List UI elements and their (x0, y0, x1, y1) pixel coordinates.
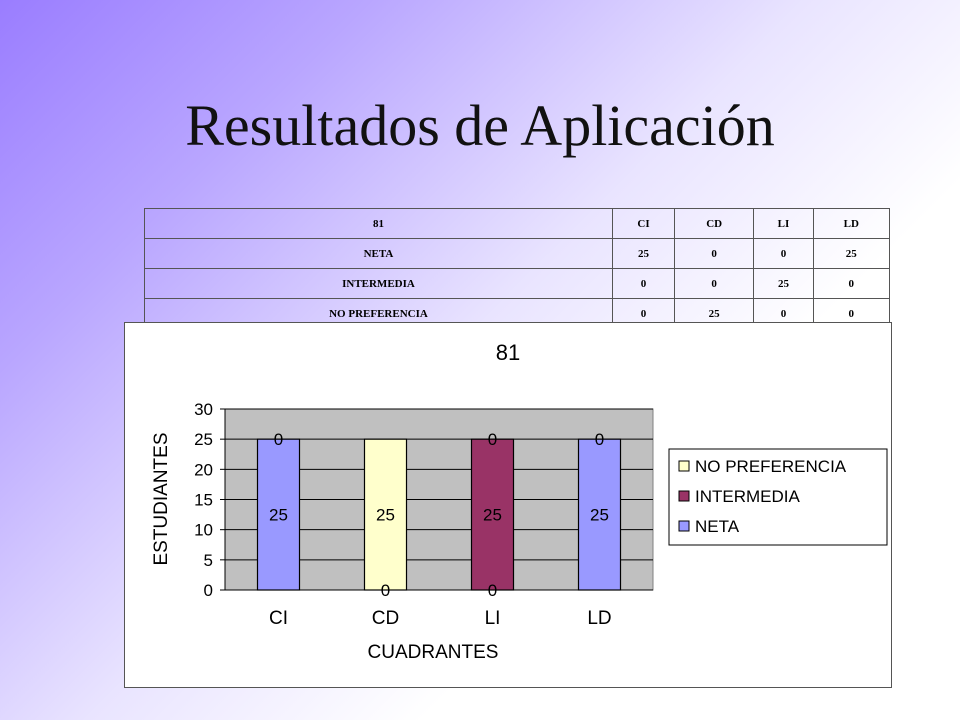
table-header-cell: CI (611, 208, 676, 239)
table-cell: 25 (753, 268, 814, 299)
table-cell: NETA (144, 238, 613, 269)
bar-chart: 81 0 5 10 15 20 25 30 25 0 CI 25 0 CD 25 0 0 LI 25 0 LD CUA… (151, 340, 888, 663)
data-label: 25 (483, 506, 502, 525)
table-cell: 25 (812, 238, 891, 269)
table-header-cell: LI (753, 208, 814, 239)
y-tick-label: 25 (194, 430, 213, 449)
table-header-cell: CD (674, 208, 755, 239)
bar-segment (256, 438, 301, 591)
data-label: 25 (269, 506, 288, 525)
x-axis-label: CUADRANTES (368, 642, 499, 663)
table-cell: 0 (753, 238, 814, 269)
table-header-cell: LD (812, 208, 891, 239)
y-tick-label: 10 (194, 521, 213, 540)
y-tick-label: 5 (204, 551, 213, 570)
x-tick-label: CI (269, 608, 288, 629)
bar-segment (470, 438, 515, 591)
y-tick-label: 0 (204, 581, 213, 600)
x-tick-label: LI (485, 608, 501, 629)
data-label: 0 (488, 581, 497, 600)
bar-segment (363, 438, 408, 591)
data-label: 25 (376, 506, 395, 525)
table-cell: 0 (611, 268, 676, 299)
legend-label: NETA (695, 517, 740, 536)
data-label: 0 (595, 430, 604, 449)
legend-swatch (678, 520, 690, 532)
legend-box (668, 448, 888, 546)
bar-segment (577, 438, 622, 591)
legend-swatch (678, 460, 690, 472)
x-tick-label: LD (587, 608, 611, 629)
table-row: NETA 25 0 0 25 (144, 238, 891, 269)
y-axis-label: ESTUDIANTES (151, 432, 172, 565)
table-cell: 0 (812, 268, 891, 299)
legend-swatch (678, 490, 690, 502)
chart-container: 81 0 5 10 15 20 25 30 25 0 CI 25 0 CD 25 0 0 LI 25 0 LD CUA… (124, 322, 892, 688)
data-label: 0 (381, 581, 390, 600)
slide-title: Resultados de Aplicación (185, 93, 775, 158)
table-cell: 0 (674, 268, 755, 299)
legend-label: NO PREFERENCIA (695, 457, 847, 476)
data-table: 81 CI CD LI LD NETA 25 0 0 25 INTERMEDIA… (144, 208, 891, 329)
chart-legend: NO PREFERENCIA INTERMEDIA NETA (668, 448, 888, 546)
y-tick-label: 15 (194, 491, 213, 510)
data-label: 0 (488, 430, 497, 449)
data-label: 0 (274, 430, 283, 449)
x-tick-label: CD (372, 608, 399, 629)
y-tick-label: 30 (194, 400, 213, 419)
data-label: 25 (590, 506, 609, 525)
table-header-row: 81 CI CD LI LD (144, 208, 891, 239)
table-row: INTERMEDIA 0 0 25 0 (144, 268, 891, 299)
table-cell: INTERMEDIA (144, 268, 613, 299)
chart-title: 81 (496, 340, 520, 365)
table-header-cell: 81 (144, 208, 613, 239)
table-cell: 0 (674, 238, 755, 269)
y-tick-label: 20 (194, 460, 213, 479)
table-cell: 25 (611, 238, 676, 269)
legend-label: INTERMEDIA (695, 487, 801, 506)
